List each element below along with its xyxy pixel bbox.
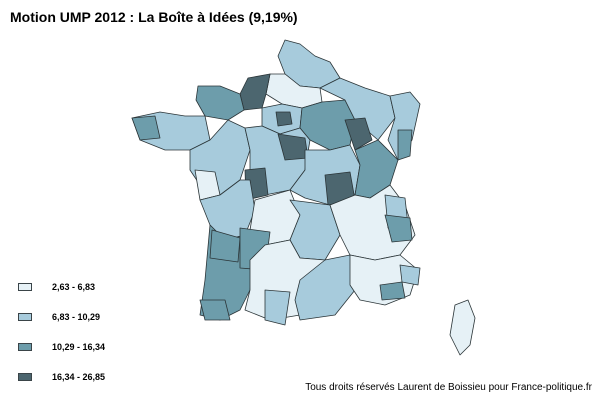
region-pyrenees-atlantiques <box>199 299 231 321</box>
region-languedoc <box>294 254 356 321</box>
legend-swatch <box>18 343 32 351</box>
legend-swatch <box>18 313 32 321</box>
legend-item: 2,63 - 6,83 <box>18 280 95 294</box>
region-gironde <box>209 229 241 263</box>
legend-label: 2,63 - 6,83 <box>52 282 96 292</box>
legend-label: 6,83 - 10,29 <box>52 312 101 322</box>
copyright-credit: Tous droits réservés Laurent de Boissieu… <box>305 382 592 393</box>
legend-swatch <box>18 373 32 381</box>
region-haut-rhin <box>397 129 413 161</box>
region-meuse <box>344 117 373 151</box>
region-haute-normandie <box>239 73 271 111</box>
region-alpes-maritimes <box>399 264 421 286</box>
legend-item: 16,34 - 26,85 <box>18 370 105 384</box>
legend-item: 10,29 - 16,34 <box>18 340 105 354</box>
legend-label: 16,34 - 26,85 <box>52 372 106 382</box>
legend-label: 10,29 - 16,34 <box>52 342 106 352</box>
region-haute-garonne <box>264 289 291 326</box>
region-basse-normandie <box>195 85 245 121</box>
region-finistere <box>131 115 161 141</box>
region-corse <box>449 299 476 356</box>
legend-swatch <box>18 283 32 291</box>
region-savoie <box>384 214 413 243</box>
region-paris <box>275 111 293 127</box>
map-title: Motion UMP 2012 : La Boîte à Idées (9,19… <box>10 9 298 25</box>
legend-item: 6,83 - 10,29 <box>18 310 100 324</box>
region-var <box>379 281 406 301</box>
